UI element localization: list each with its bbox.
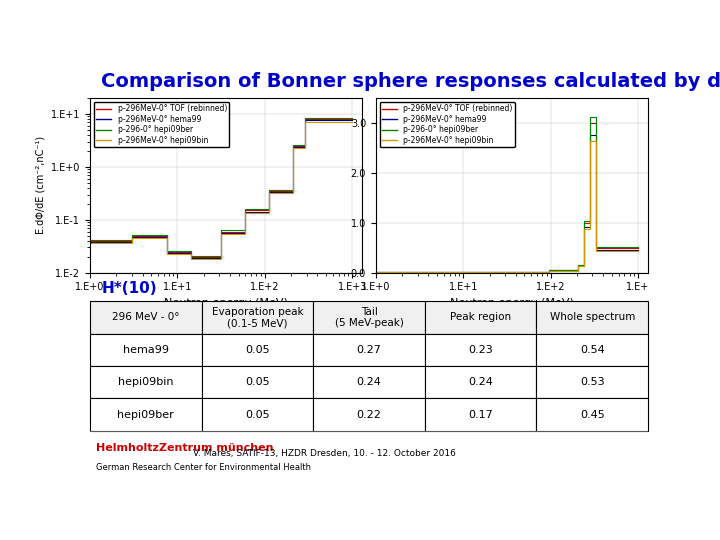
Y-axis label: E.dΦ/dE (cm⁻²,nC⁻¹): E.dΦ/dE (cm⁻²,nC⁻¹) [35, 136, 45, 234]
Text: German Research Center for Environmental Health: German Research Center for Environmental… [96, 463, 310, 472]
Text: HelmholtzZentrum münchen: HelmholtzZentrum münchen [96, 443, 273, 453]
X-axis label: Neutron energy (MeV): Neutron energy (MeV) [450, 298, 574, 308]
Text: H*(10): H*(10) [101, 281, 157, 295]
Text: Comparison of Bonner sphere responses calculated by different MC: Comparison of Bonner sphere responses ca… [101, 72, 720, 91]
Text: V. Mares, SATIF-13, HZDR Dresden, 10. - 12. October 2016: V. Mares, SATIF-13, HZDR Dresden, 10. - … [193, 449, 456, 458]
X-axis label: Neutron energy (MeV): Neutron energy (MeV) [164, 298, 288, 308]
Legend: p-296MeV-0° TOF (rebinned), p-296MeV-0° hema99, p-296-0° hepi09ber, p-296MeV-0° : p-296MeV-0° TOF (rebinned), p-296MeV-0° … [94, 102, 229, 147]
Legend: p-296MeV-0° TOF (rebinned), p-296MeV-0° hema99, p-296-0° hepi09ber, p-296MeV-0° : p-296MeV-0° TOF (rebinned), p-296MeV-0° … [379, 102, 515, 147]
